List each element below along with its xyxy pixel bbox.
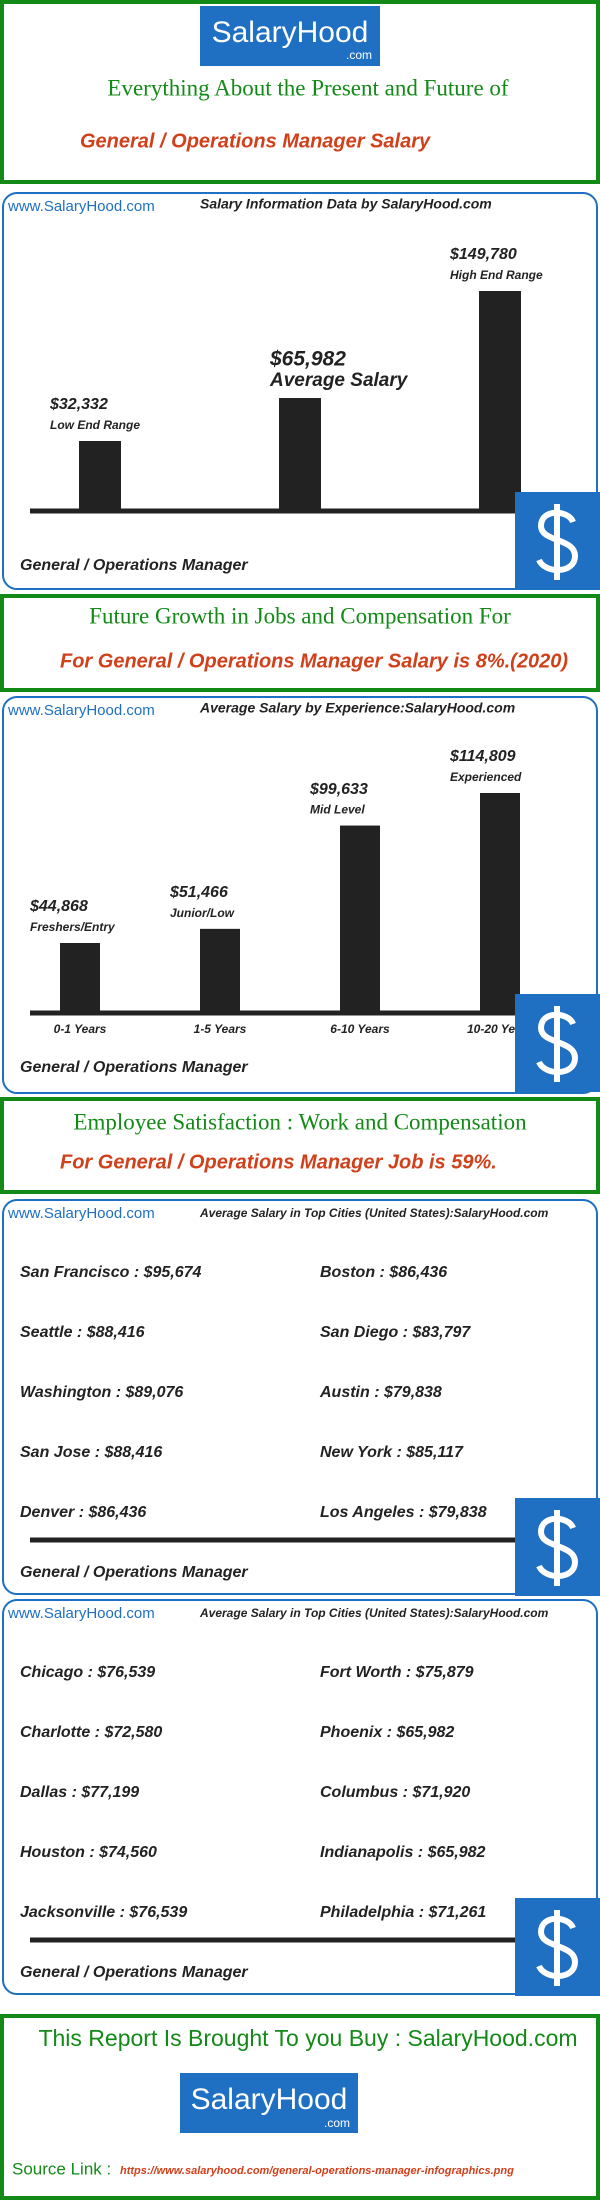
city-salary: Jacksonville : $76,539 [20,1904,187,1921]
bar-label: Average Salary [269,370,409,391]
city-salary: San Diego : $83,797 [320,1324,471,1341]
value-label: $114,809 [449,748,516,765]
chart-footer: General / Operations Manager [20,557,248,574]
category-label: 0-1 Years [54,1022,107,1036]
satisfaction-text: For General / Operations Manager Job is … [60,1151,497,1173]
panel-footer: General / Operations Manager [20,1564,248,1581]
city-salary: Boston : $86,436 [320,1264,447,1281]
header-subtitle: General / Operations Manager Salary [80,130,431,152]
growth-text: For General / Operations Manager Salary … [60,650,568,672]
panel-footer: General / Operations Manager [20,1964,248,1981]
panel [2,696,598,1094]
city-salary: Washington : $89,076 [20,1384,183,1401]
city-salary: Philadelphia : $71,261 [320,1904,486,1921]
header-title: Everything About the Present and Future … [107,75,508,100]
satisfaction-box [0,1097,600,1194]
logo-text: SalaryHood [212,16,369,49]
bar [200,928,240,1013]
city-salary: Houston : $74,560 [20,1844,157,1861]
dollar-glyph [536,1910,579,1986]
category-label: 1-5 Years [194,1022,247,1036]
city-salary: Charlotte : $72,580 [20,1724,162,1741]
city-salary: Denver : $86,436 [20,1504,146,1521]
chart-footer: General / Operations Manager [20,1059,248,1076]
logo-sub: .com [346,48,372,62]
panel [2,1199,598,1595]
bar-label: Low End Range [50,418,140,432]
value-label: $51,466 [169,884,228,901]
city-salary: San Francisco : $95,674 [20,1264,202,1281]
dollar-glyph [536,1510,579,1586]
city-salary: Los Angeles : $79,838 [320,1504,487,1521]
city-salary: Phoenix : $65,982 [320,1724,454,1741]
city-salary: Austin : $79,838 [319,1384,442,1401]
logo-box [200,6,380,66]
bar [279,398,321,511]
growth-box [0,594,600,692]
value-label: $65,982 [269,348,346,371]
city-salary: Seattle : $88,416 [20,1324,145,1341]
bar [340,825,380,1013]
city-salary: Indianapolis : $65,982 [320,1844,486,1861]
city-salary: New York : $85,117 [320,1444,464,1461]
dollar-glyph [536,1006,579,1082]
category-label: 6-10 Years [330,1022,390,1036]
bar [79,441,121,511]
footer-logo-text: SalaryHood [191,2083,348,2116]
panel [2,192,598,590]
value-label: $149,780 [449,246,517,263]
bar-label: Junior/Low [170,906,235,920]
bar [60,943,100,1013]
bar-label: Experienced [450,770,522,784]
source-link: https://www.salaryhood.com/general-opera… [120,2165,514,2177]
bar-label: High End Range [450,268,543,282]
footer-logo-box [180,2073,358,2133]
panel-title: Average Salary in Top Cities (United Sta… [199,1206,549,1220]
city-salary: Dallas : $77,199 [20,1784,139,1801]
bar-label: Freshers/Entry [30,920,116,934]
bar-label: Mid Level [310,803,365,817]
watermark: www.SalaryHood.com [7,1205,155,1222]
bar [480,793,520,1013]
bar [479,291,521,511]
city-salary: San Jose : $88,416 [20,1444,162,1461]
city-salary: Chicago : $76,539 [20,1664,155,1681]
dollar-glyph [536,504,579,580]
footer-text: This Report Is Brought To you Buy : Sala… [38,2025,577,2051]
watermark: www.SalaryHood.com [7,702,155,719]
growth-heading: Future Growth in Jobs and Compensation F… [89,603,511,628]
panel [2,1599,598,1995]
panel-title: Average Salary in Top Cities (United Sta… [199,1606,549,1620]
source-label: Source Link : [12,2159,111,2178]
satisfaction-heading: Employee Satisfaction : Work and Compens… [73,1109,527,1134]
chart-title: Salary Information Data by SalaryHood.co… [200,196,492,212]
watermark: www.SalaryHood.com [7,1605,155,1622]
value-label: $32,332 [49,396,108,413]
footer-logo-sub: .com [324,2116,350,2130]
value-label: $44,868 [29,898,88,915]
value-label: $99,633 [309,781,368,798]
chart-title: Average Salary by Experience:SalaryHood.… [199,700,515,716]
watermark: www.SalaryHood.com [7,198,155,215]
city-salary: Columbus : $71,920 [320,1784,470,1801]
city-salary: Fort Worth : $75,879 [320,1664,474,1681]
